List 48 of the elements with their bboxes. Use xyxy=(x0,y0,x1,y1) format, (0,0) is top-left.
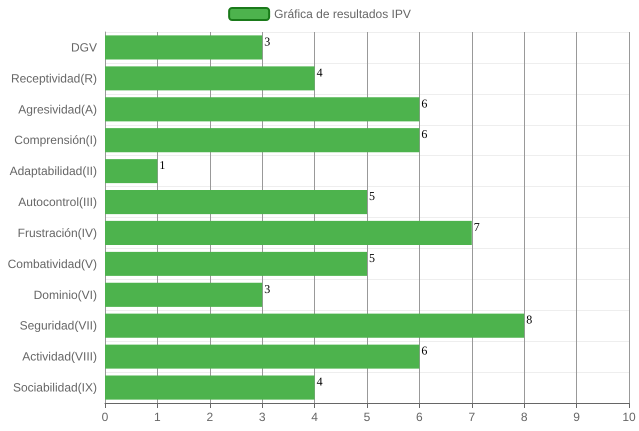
x-tick-label: 9 xyxy=(573,410,580,424)
y-tick-label: Dominio(VI) xyxy=(34,288,97,302)
y-tick-label: Frustración(IV) xyxy=(18,226,97,240)
data-label: 1 xyxy=(159,158,166,172)
y-tick-label: Receptividad(R) xyxy=(10,71,97,86)
x-tick-label: 5 xyxy=(364,410,371,424)
legend-label: Gráfica de resultados IPV xyxy=(274,7,411,21)
x-tick-label: 1 xyxy=(154,410,162,424)
data-label: 7 xyxy=(474,220,480,234)
y-tick-label: Actividad(VIII) xyxy=(22,350,97,364)
bar xyxy=(105,35,262,60)
data-label: 6 xyxy=(421,96,428,110)
bar xyxy=(105,282,262,307)
y-tick-label: DGV xyxy=(70,40,97,54)
data-label: 6 xyxy=(421,344,428,358)
x-tick-label: 3 xyxy=(258,410,266,424)
y-tick-label: Autocontrol(III) xyxy=(18,195,97,210)
x-tick-label: 0 xyxy=(102,410,109,424)
data-label: 5 xyxy=(369,189,375,204)
data-label: 5 xyxy=(369,250,375,265)
data-label: 4 xyxy=(316,374,323,389)
x-tick-label: 8 xyxy=(520,410,528,424)
data-label: 6 xyxy=(421,127,428,142)
y-tick-label: Comprensión(I) xyxy=(14,133,97,148)
bar xyxy=(105,220,472,246)
bar xyxy=(105,190,367,214)
bar xyxy=(105,66,315,90)
y-tick-label: Agresividad(A) xyxy=(18,102,97,116)
data-label: 4 xyxy=(316,65,323,80)
y-tick-label: Seguridad(VII) xyxy=(20,318,97,333)
x-tick-label: 4 xyxy=(311,410,318,424)
bar xyxy=(105,344,420,369)
bar xyxy=(105,97,420,122)
data-label: 3 xyxy=(264,282,270,296)
bar xyxy=(105,314,524,338)
data-label: 3 xyxy=(264,34,270,48)
x-tick-label: 6 xyxy=(416,410,424,424)
bar xyxy=(105,375,315,400)
bar xyxy=(105,128,420,152)
y-tick-label: Adaptabilidad(II) xyxy=(10,164,97,178)
data-label: 8 xyxy=(526,312,532,327)
bar xyxy=(105,252,367,276)
y-tick-label: Combatividad(V) xyxy=(8,256,97,271)
bar xyxy=(105,159,158,184)
x-tick-label: 7 xyxy=(468,410,476,424)
x-tick-label: 2 xyxy=(206,410,214,424)
x-tick-label: 10 xyxy=(622,410,636,424)
y-tick-label: Sociabilidad(IX) xyxy=(12,380,97,395)
